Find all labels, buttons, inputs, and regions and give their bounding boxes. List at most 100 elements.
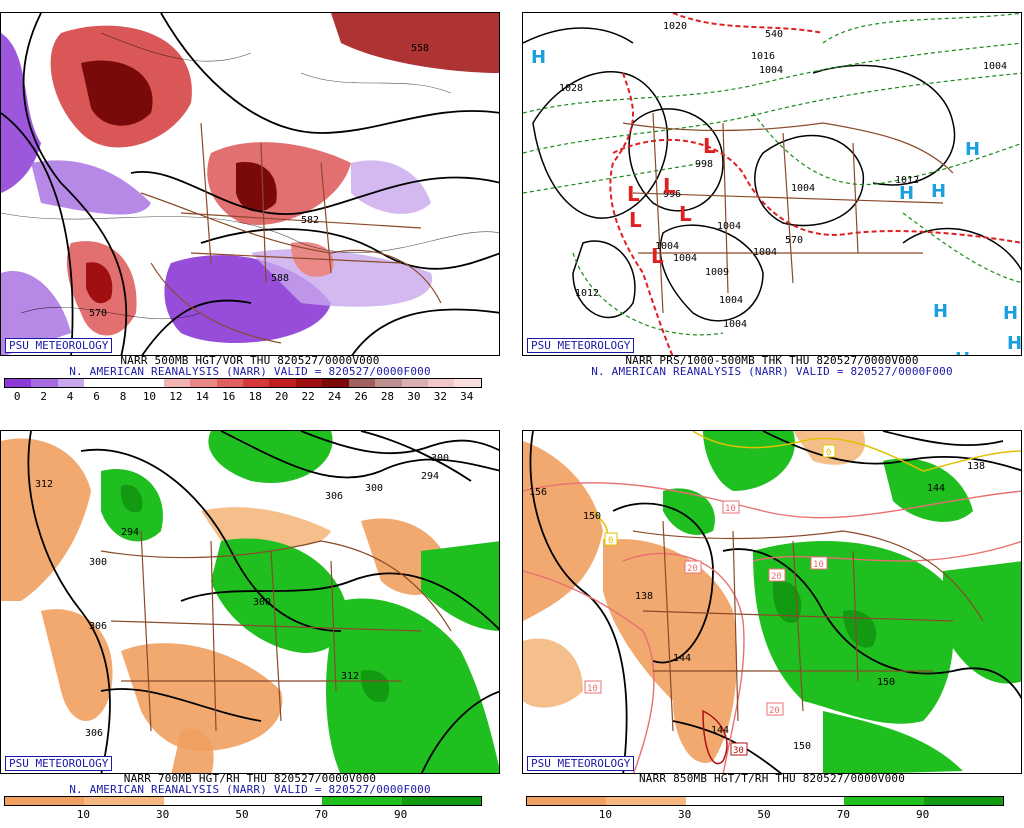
boxed-label-9: 0 (603, 531, 615, 544)
scale-label: 16 (222, 390, 236, 403)
psu-badge: PSU METEOROLOGY (527, 756, 635, 771)
contour-label-6: 150 (793, 741, 811, 752)
rh-color-scale (4, 796, 482, 806)
high-pressure-icon-7: H (955, 349, 970, 356)
boxed-label-1: 0 (604, 532, 618, 546)
scale-label: 70 (836, 808, 850, 821)
contour-label-8: 144 (927, 483, 945, 494)
boxed-label-5: 20 (768, 568, 786, 582)
scale-label: 10 (76, 808, 90, 821)
scale-label: 28 (380, 390, 395, 403)
scale-swatch (269, 379, 296, 387)
scale-swatch (242, 379, 270, 387)
scale-label: 30 (156, 808, 170, 821)
scale-swatch (190, 379, 217, 387)
scale-label: 30 (407, 390, 421, 403)
rh-scale-labels: 10 30 50 70 90 (4, 808, 480, 821)
isobar-label-15: 996 (663, 189, 681, 200)
svg-text:20: 20 (769, 706, 780, 716)
svg-text:0: 0 (826, 448, 831, 458)
contour-label-2: 300 (89, 557, 107, 568)
scale-label: 12 (169, 390, 183, 403)
contour-label-2: 138 (635, 591, 653, 602)
scale-swatch (322, 379, 349, 387)
scale-swatch (923, 797, 1003, 805)
boxed-label-3: 20 (684, 560, 702, 574)
contour-label-0: 588 (271, 273, 289, 284)
panel-pressure-thickness: 1020 1016 1028 1004 1004 1004 1004 1012 … (522, 0, 1022, 410)
low-pressure-icon-5: L (651, 244, 664, 268)
scale-swatch (428, 379, 455, 387)
scale-swatch (606, 797, 686, 805)
isobar-label-3: 1004 (759, 65, 783, 76)
isobar-label-11: 1004 (723, 319, 747, 330)
scale-label: 2 (40, 390, 47, 403)
boxed-label-7: 20 (766, 702, 784, 716)
high-pressure-icon-2: H (899, 183, 914, 204)
scale-swatch (137, 379, 164, 387)
psu-badge: PSU METEOROLOGY (5, 338, 113, 353)
map-700mb-graphic: 312 294 300 306 300 306 312 300 306 294 … (1, 431, 499, 773)
scale-swatch (31, 379, 58, 387)
caption-line1: NARR 700MB HGT/RH THU 820527/0000V000 (123, 772, 377, 785)
contour-label-4: 300 (253, 597, 271, 608)
scale-label: 50 (235, 808, 249, 821)
scale-swatch (5, 379, 32, 387)
boxed-label-2: 10 (722, 500, 740, 514)
low-pressure-icon-2: L (627, 182, 640, 206)
contour-label-7: 300 (365, 483, 383, 494)
isobar-label-6: 1004 (753, 247, 777, 258)
map-850mb-graphic: 156 150 138 144 150 144 150 138 144 0 0 … (523, 431, 1021, 773)
map-500mb-graphic: 588 582 570 558 (1, 13, 499, 355)
high-pressure-icon-6: H (1007, 333, 1022, 354)
caption-line1: NARR 500MB HGT/VOR THU 820527/0000V000 (120, 354, 380, 367)
low-pressure-icon-1: L (663, 174, 676, 198)
map-700mb: 312 294 300 306 300 306 312 300 306 294 … (0, 430, 500, 774)
psu-badge: PSU METEOROLOGY (527, 338, 635, 353)
scale-swatch (84, 379, 111, 387)
contour-label-5: 306 (85, 728, 103, 739)
scale-swatch (685, 797, 765, 805)
scale-label: 10 (598, 808, 612, 821)
caption-line2: N. AMERICAN REANALYSIS (NARR) VALID = 82… (69, 783, 431, 796)
scale-label: 10 (142, 390, 157, 403)
low-pressure-icon-4: L (679, 202, 692, 226)
isobar-label-16: 1012 (895, 175, 919, 186)
isobar-label-2: 1028 (559, 83, 583, 94)
contour-label-10: 300 (431, 453, 449, 464)
map-850mb: 156 150 138 144 150 144 150 138 144 0 0 … (522, 430, 1022, 774)
psu-badge: PSU METEOROLOGY (5, 756, 113, 771)
high-pressure-icon-1: H (965, 139, 980, 160)
isobar-label-8: 1004 (655, 241, 679, 252)
panel-500mb-vorticity: 588 582 570 558 PSU METEOROLOGY NARR 500… (0, 0, 500, 410)
isobar-label-4: 1004 (791, 183, 815, 194)
contour-label-5: 144 (711, 725, 729, 736)
scale-swatch (401, 379, 428, 387)
map-500mb: 588 582 570 558 PSU METEOROLOGY (0, 12, 500, 356)
contour-label-1: 294 (121, 527, 139, 538)
scale-swatch (375, 379, 402, 387)
scale-swatch (110, 379, 138, 387)
isobar-label-7: 1012 (575, 288, 599, 299)
contour-label-3: 558 (411, 43, 429, 54)
map-pressure: 1020 1016 1028 1004 1004 1004 1004 1012 … (522, 12, 1022, 356)
map-pressure-graphic: 1020 1016 1028 1004 1004 1004 1004 1012 … (523, 13, 1022, 356)
isobar-label-14: 998 (695, 159, 713, 170)
scale-label: 14 (195, 390, 209, 403)
scale-swatch (322, 797, 402, 805)
svg-text:30: 30 (733, 746, 744, 756)
panel-700mb-rh: 312 294 300 306 300 306 312 300 306 294 … (0, 418, 500, 828)
high-pressure-icon-5: H (1003, 303, 1018, 324)
high-pressure-icon-3: H (931, 181, 946, 202)
scale-label: 22 (301, 390, 315, 403)
boxed-label-4: 10 (810, 556, 828, 570)
contour-label-6: 312 (341, 671, 359, 682)
vorticity-color-scale (4, 378, 482, 388)
contour-label-3: 144 (673, 653, 691, 664)
scale-label: 20 (275, 390, 289, 403)
svg-text:10: 10 (725, 504, 736, 514)
scale-swatch (527, 797, 607, 805)
isobar-label-12: 1004 (983, 61, 1007, 72)
vorticity-scale-labels: 0 2 4 6 8 10 12 14 16 18 20 22 24 26 28 30 32 34 (4, 390, 480, 403)
high-pressure-icon-0: H (531, 47, 546, 68)
